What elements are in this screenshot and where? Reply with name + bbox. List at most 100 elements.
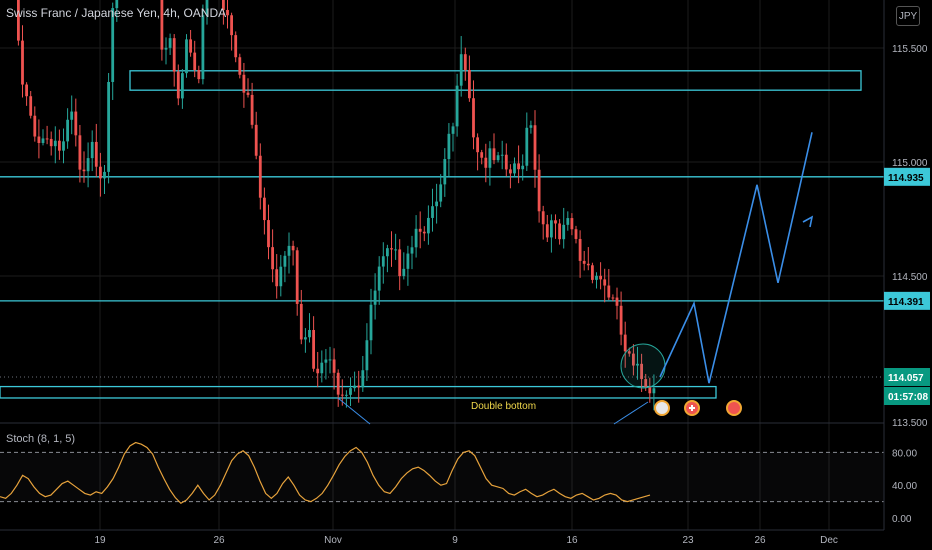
candle-body [74,111,78,136]
candle-body [422,231,426,234]
candle-body [90,141,94,159]
candle-body [78,135,82,170]
candle-body [328,359,332,361]
candle-body [640,363,643,380]
candle-body [103,171,106,179]
candle-body [258,155,262,198]
candle-body [267,220,270,248]
candle-body [164,47,168,50]
candle-body [390,248,393,250]
economic-event-icon [654,400,670,416]
candle-body [627,351,631,354]
candle-body [480,152,484,158]
stoch-indicator-label[interactable]: Stoch (8, 1, 5) [6,433,76,445]
candle-body [70,111,74,120]
candle-body [283,255,287,267]
candle-body [361,370,365,388]
candle-body [644,379,648,388]
time-tick-label: 19 [94,535,106,546]
countdown-badge: 01:57:08 [888,392,928,403]
candle-body [185,39,188,74]
candle-body [459,54,463,86]
candle-body [33,115,37,137]
candle-body [49,138,53,147]
candle-body [238,57,242,75]
candle-body [427,217,430,234]
trendline-right [613,401,649,425]
double-bottom-circle [620,343,666,389]
last-price-badge: 114.057 [888,373,924,384]
candle-body [58,140,61,151]
candle-body [242,74,246,93]
candle-body [250,94,254,125]
candle-body [603,279,607,286]
candle-body [316,368,320,374]
candle-body [484,157,488,168]
candle-body [443,159,447,185]
candle-body [533,125,537,170]
trendline-left [337,397,371,425]
candle-body [201,15,205,80]
candle-body [332,359,336,373]
level-upper-badge: 114.935 [888,173,924,184]
candle-body [500,154,504,156]
candle-body [554,220,557,224]
candle-body [529,125,533,128]
candle-body [197,70,201,80]
candle-body [545,224,549,238]
stoch-band [0,452,884,502]
candle-body [373,290,377,305]
stoch-tick-label: 40.00 [892,481,917,492]
candle-body [615,297,619,306]
candle-body [414,228,418,248]
time-tick-label: Nov [324,535,342,546]
candle-body [476,137,479,153]
candle-body [496,155,500,161]
candle-body [345,394,348,396]
forecast-zigzag [659,132,813,384]
candle-body [632,353,635,366]
candle-body [234,35,238,58]
candle-body [566,218,570,225]
candle-body [205,0,209,16]
candle-body [410,247,414,254]
candle-body [94,141,98,167]
candle-body [82,169,86,172]
chart-title: Swiss Franc / Japanese Yen, 4h, OANDA [6,6,227,20]
candle-body [463,54,467,70]
overlay-drawings: Double bottom [337,132,814,425]
time-tick-label: 16 [566,535,578,546]
candle-body [41,138,45,143]
candle-body [607,285,611,298]
candle-body [570,218,574,230]
candle-body [386,248,389,257]
price-badges: 114.935 114.391 114.057 01:57:08 [884,167,930,406]
candle-body [324,359,328,363]
candle-body [99,166,102,179]
candle-body [308,329,311,338]
candle-body [648,387,652,394]
candle-body [226,9,229,16]
candle-body [254,124,258,156]
candle-body [574,229,578,239]
candle-body [550,220,553,238]
time-tick-label: 26 [754,535,766,546]
price-tick-label: 114.500 [892,272,928,283]
candle-body [160,0,164,50]
candle-body [578,238,582,261]
candle-body [189,39,192,53]
candle-body [513,163,516,174]
double-bottom-label: Double bottom [471,401,536,412]
candle-body [353,385,356,389]
candle-body [447,133,451,160]
price-tick-label: 115.500 [892,44,928,55]
candle-body [340,394,344,396]
candle-body [222,0,225,10]
currency-badge[interactable]: JPY [896,6,920,26]
stoch-line [0,441,651,504]
candle-body [619,305,623,335]
price-tick-label: 115.000 [892,158,928,169]
candle-body [611,297,615,299]
candle-body [406,253,410,269]
